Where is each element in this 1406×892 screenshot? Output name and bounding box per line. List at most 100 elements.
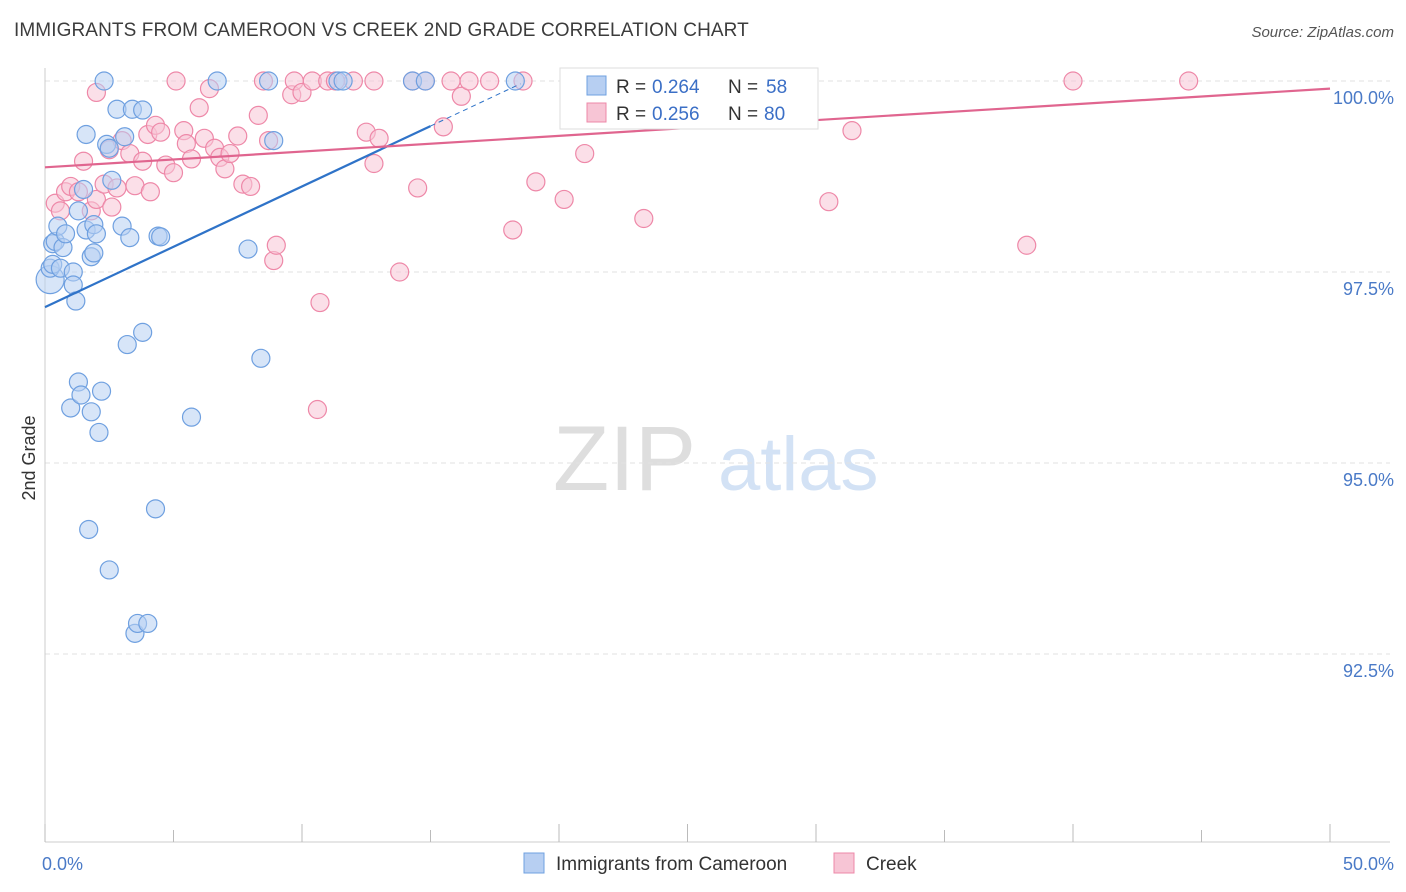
cameroon-point [76,124,96,145]
stats-blue-r-value: 0.264 [652,77,700,98]
creek-point [73,151,94,171]
y-tick-label: 92.5% [1343,661,1394,681]
cameroon-trend-line [44,125,431,309]
creek-point [1179,71,1199,91]
stats-pink-n-value: 80 [764,104,785,125]
stats-swatch-blue [586,75,607,96]
creek-point [228,126,248,146]
creek-point [307,399,328,420]
watermark-atlas: atlas [718,422,879,507]
axis-layer [44,68,1390,843]
chart-title: IMMIGRANTS FROM CAMEROON VS CREEK 2ND GR… [14,20,749,41]
cameroon-point [264,130,284,151]
cameroon-point [238,239,258,259]
y-tick-label: 97.5% [1343,279,1394,299]
cameroon-point [115,127,135,147]
stats-legend: R = 0.264 N = 58 R = 0.256 N = 80 [559,67,819,130]
legend-label-creek: Creek [866,854,917,875]
cameroon-point [71,385,91,405]
stats-blue-n-label: N = [728,77,758,98]
cameroon-point [81,402,101,422]
cameroon-point [133,322,153,342]
creek-point [819,192,839,212]
cameroon-point [99,138,119,158]
creek-point [220,143,240,164]
legend-swatch-creek [833,852,855,874]
series-creek-points [45,71,1199,420]
stats-blue-r-label: R = [616,77,646,98]
creek-point [575,143,595,164]
watermark: ZIP atlas [553,408,879,510]
x-tick-labels: 0.0% 50.0% [42,854,1394,874]
legend-label-cameroon: Immigrants from Cameroon [556,854,787,875]
creek-point [248,105,268,125]
cameroon-point [181,407,202,427]
cameroon-point [102,170,122,190]
creek-point [451,86,471,106]
series-cameroon-points [35,71,641,643]
source-label: Source: ZipAtlas.com [1251,24,1394,41]
cameroon-point [333,71,353,91]
cameroon-point [68,201,89,221]
stats-pink-r-label: R = [616,104,646,125]
cameroon-point [84,243,104,263]
cameroon-point [151,227,171,247]
stats-swatch-pink [586,102,607,123]
cameroon-point [55,224,76,244]
creek-point [166,71,186,91]
cameroon-point [145,499,166,519]
creek-point [241,176,261,197]
watermark-zip: ZIP [553,408,696,510]
creek-point [369,128,389,148]
creek-point [364,71,384,91]
cameroon-point [73,179,94,200]
cameroon-point [99,560,119,580]
cameroon-point [505,71,525,91]
creek-point [1063,71,1083,91]
cameroon-point [86,224,107,244]
creek-point [1017,235,1037,255]
cameroon-point [61,398,81,418]
cameroon-point [207,71,227,91]
creek-point [459,71,479,91]
x-tick-label: 0.0% [42,854,83,874]
cameroon-point [138,613,158,634]
cameroon-point [415,71,435,91]
creek-point [364,153,384,174]
creek-point [266,235,286,255]
y-axis-title: 2nd Grade [19,415,39,500]
creek-point [310,292,330,313]
y-tick-label: 100.0% [1333,88,1394,108]
cameroon-point [94,71,114,91]
creek-point [102,197,122,217]
stats-pink-n-label: N = [728,104,758,125]
cameroon-point [120,228,140,248]
creek-point [151,122,171,142]
creek-point [189,98,209,118]
creek-point [140,182,160,202]
creek-point [842,121,862,141]
creek-point [526,172,546,192]
creek-point [503,220,523,240]
legend-swatch-cameroon [523,852,545,874]
y-tick-labels: 100.0% 97.5% 95.0% 92.5% [1333,88,1394,681]
creek-point [480,71,500,91]
creek-point [163,163,184,183]
y-tick-label: 95.0% [1343,470,1394,490]
cameroon-point [89,422,109,443]
creek-point [390,262,410,282]
creek-point [554,189,574,210]
series-legend: Immigrants from Cameroon Creek [523,852,917,875]
creek-point [408,178,428,198]
cameroon-point [251,348,271,368]
creek-point [634,208,654,229]
x-tick-label: 50.0% [1343,854,1394,874]
cameroon-point [258,71,279,91]
stats-blue-n-value: 58 [766,77,787,98]
cameroon-point [117,334,137,355]
creek-point [441,71,461,91]
stats-pink-r-value: 0.256 [652,104,700,125]
cameroon-point [91,381,112,401]
grid-layer [45,80,1390,655]
